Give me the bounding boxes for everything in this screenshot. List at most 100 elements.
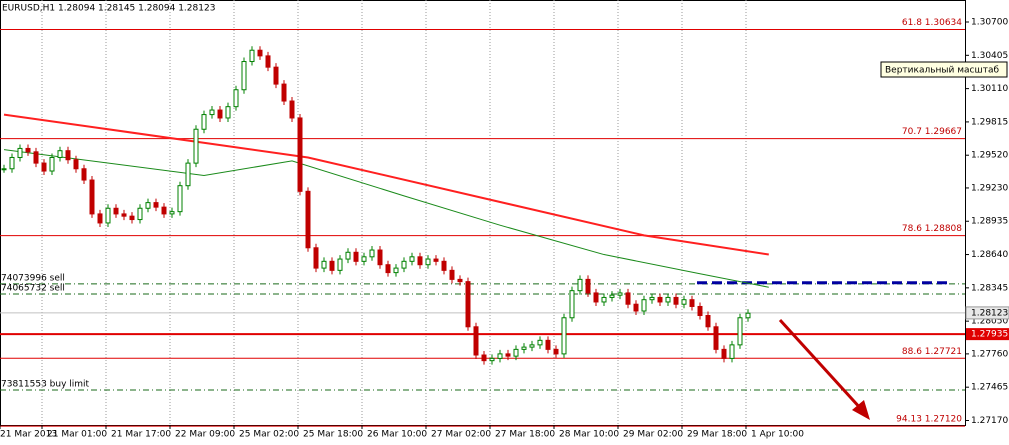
candle [721,348,727,359]
candle [273,66,279,85]
candle [137,207,143,221]
plot-frame [0,0,966,426]
candle [17,147,23,158]
chart-title: EURUSD,H1 1.28094 1.28145 1.28094 1.2812… [2,4,215,14]
y-tick-label: 1.27170 [971,416,1008,426]
candle [697,305,703,317]
y-tick-label: 1.28050 [971,317,1008,327]
arrow-head [852,400,870,420]
candle [81,168,87,181]
x-tick-label: 26 Mar 10:00 [367,430,427,440]
candle [49,156,55,172]
candle [553,348,559,355]
candle [25,147,31,153]
candle [1,168,7,171]
candle [577,278,583,292]
x-tick-label: 25 Mar 18:00 [303,430,363,440]
candle [121,213,127,217]
candle [265,55,271,68]
candle [457,278,463,283]
candle [617,292,623,296]
y-tick-label: 1.30405 [971,51,1008,61]
candle [745,312,751,319]
candle [313,247,319,269]
candle [113,207,119,215]
candle [57,150,63,158]
candle [449,269,455,280]
y-tick-label: 1.30700 [971,18,1008,28]
y-tick-label: 1.28935 [971,217,1008,227]
candle [9,156,15,170]
candle [145,202,151,209]
candle [321,260,327,269]
x-tick-label: 29 Mar 02:00 [623,430,683,440]
projection-arrow [778,318,864,412]
candle [657,296,663,303]
candle [161,206,167,215]
candle [481,354,487,362]
candle [409,256,415,262]
candle [473,326,479,356]
candle [241,61,247,91]
fib-label: 94.13 1.27120 [896,415,962,425]
candle [497,353,503,359]
candle [489,357,495,362]
fib-label: 78.6 1.28808 [902,224,962,234]
red-level-box [966,328,1009,341]
fib-label: 70.7 1.29667 [902,127,962,137]
x-tick-label: 21 Mar 01:00 [47,430,107,440]
candle [129,215,135,221]
candle [417,256,423,266]
tooltip: Вертикальный масштаб [885,66,999,76]
candle [153,202,159,208]
candle [105,207,111,224]
candle [393,267,399,274]
candle [433,258,439,262]
candle [665,296,671,303]
order-label: 73811553 buy limit [1,380,90,390]
y-tick-label: 1.30110 [971,84,1008,94]
y-tick-label: 1.28640 [971,250,1008,260]
candle [345,251,351,260]
x-tick-label: 27 Mar 02:00 [431,430,491,440]
candle [625,292,631,305]
tooltip-box [880,61,1008,78]
candle [529,344,535,348]
candle [465,281,471,328]
candle [713,326,719,350]
candle [329,260,335,271]
candle [89,179,95,215]
candle [385,264,391,274]
x-tick-label: 1 Apr 10:00 [751,430,804,440]
candle [649,296,655,301]
candle [233,89,239,108]
candle [737,317,743,346]
y-tick-label: 1.29520 [971,151,1008,161]
candle [641,299,647,312]
candle [289,100,295,119]
order-label: 74065732 sell [1,284,65,294]
x-tick-label: 21 Mar 2013 [0,430,57,440]
candle [185,162,191,187]
candle [337,258,343,271]
current-price-label: 1.28123 [971,308,1008,318]
fib-label: 61.8 1.30634 [902,18,962,28]
candle [177,185,183,213]
candle [609,294,615,298]
candle [169,211,175,215]
candle [425,258,431,266]
order-label: 74073996 sell [1,273,65,283]
candle [369,249,375,258]
candle [73,159,79,170]
candle [353,251,359,262]
candle [361,256,367,262]
candle [65,150,71,161]
candle [249,49,255,63]
candle [33,151,39,164]
candle [537,339,543,346]
candle [561,317,567,355]
candle [209,109,215,116]
candle [601,296,607,303]
candle [297,117,303,192]
moving-average [3,149,769,288]
